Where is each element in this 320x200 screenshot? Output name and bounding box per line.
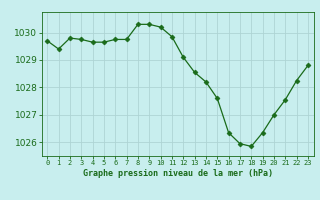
X-axis label: Graphe pression niveau de la mer (hPa): Graphe pression niveau de la mer (hPa) <box>83 169 273 178</box>
